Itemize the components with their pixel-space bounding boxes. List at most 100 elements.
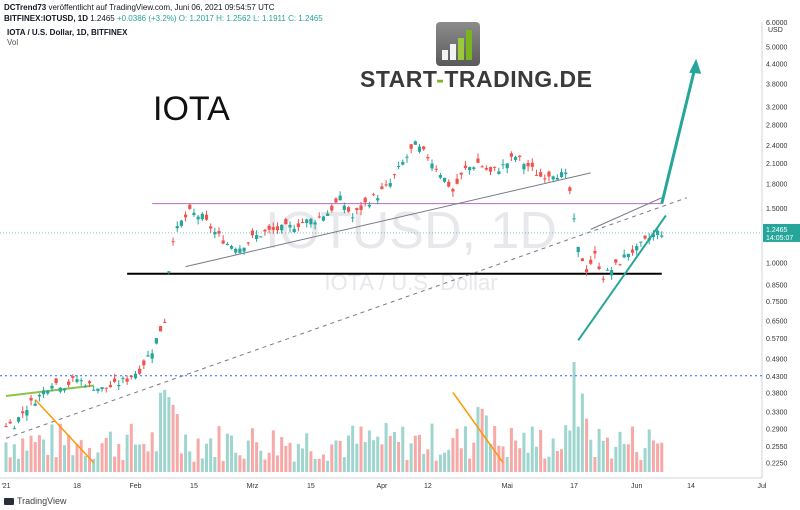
candle-body xyxy=(643,235,647,239)
candle-body xyxy=(275,226,280,231)
volume-bar xyxy=(25,450,29,472)
candle-body xyxy=(392,174,397,176)
volume-bar xyxy=(434,460,438,472)
volume-bar xyxy=(96,452,100,472)
volume-bar xyxy=(401,426,405,472)
candle-body xyxy=(79,380,83,382)
candle-body xyxy=(150,353,154,359)
volume-bar xyxy=(296,443,300,472)
candle-body xyxy=(125,378,129,382)
volume-bar xyxy=(534,446,538,472)
x-tick-label: Jul xyxy=(758,483,767,490)
volume-bar xyxy=(79,440,83,472)
symbol-line: BITFINEX:IOTUSD, 1D 1.2465 +0.0386 (+3.2… xyxy=(4,14,323,23)
x-tick-label: 17 xyxy=(570,483,578,490)
volume-bar xyxy=(601,440,605,472)
volume-bar xyxy=(146,451,150,472)
volume-bar xyxy=(526,452,530,472)
volume-bar xyxy=(618,431,622,472)
candle-body xyxy=(217,231,221,234)
last-price: 1.2465 xyxy=(90,14,115,23)
candle-body xyxy=(326,213,330,216)
y-tick-label: 3.2000 xyxy=(766,104,788,111)
candle-body xyxy=(630,249,635,253)
candle-body xyxy=(133,373,138,379)
volume-bar xyxy=(522,432,526,472)
volume-bar xyxy=(359,426,363,472)
candle-body xyxy=(547,171,551,177)
volume-bar xyxy=(622,444,626,472)
candle-body xyxy=(597,266,601,269)
candle-body xyxy=(305,219,309,224)
x-tick-label: '21 xyxy=(1,483,10,490)
volume-bar xyxy=(326,460,330,472)
down-trend-line-1 xyxy=(34,399,95,464)
volume-bar xyxy=(4,442,8,472)
candle-body xyxy=(651,234,656,238)
volume-bar xyxy=(267,452,271,472)
volume-bar xyxy=(179,453,183,472)
y-tick-label: 6.0000 xyxy=(766,20,788,27)
candle-body xyxy=(463,165,468,169)
volume-bar xyxy=(175,414,179,472)
volume-bar xyxy=(376,436,380,472)
volume-bar xyxy=(246,440,250,472)
x-tick-label: Apr xyxy=(376,483,388,490)
volume-bar xyxy=(133,444,137,472)
volume-bar xyxy=(451,438,455,472)
candle-body xyxy=(626,253,630,258)
candle-body xyxy=(468,167,472,171)
volume-bar xyxy=(468,458,472,472)
volume-bar xyxy=(443,452,447,472)
volume-bar xyxy=(355,443,359,472)
volume-bar xyxy=(163,389,167,472)
volume-bar xyxy=(489,443,493,472)
down-trend-line-2 xyxy=(452,391,504,464)
candle-body xyxy=(522,164,526,170)
volume-bar xyxy=(92,458,96,472)
y-tick-label: 2.4000 xyxy=(766,143,788,150)
candle-body xyxy=(346,207,351,212)
candle-body xyxy=(117,384,121,387)
candle-body xyxy=(158,326,163,332)
candle-body xyxy=(234,248,238,253)
candle-body xyxy=(284,219,288,225)
candle-body xyxy=(334,198,338,203)
candle-body xyxy=(12,428,16,430)
candle-body xyxy=(288,225,292,228)
volume-bar xyxy=(154,451,158,472)
candle-body xyxy=(380,186,384,189)
candle-body xyxy=(267,225,271,230)
volume-bar xyxy=(342,457,346,472)
candle-body xyxy=(543,178,547,180)
early-support-line xyxy=(5,384,94,397)
candle-body xyxy=(601,278,605,280)
wedge-support-line xyxy=(577,214,667,341)
candle-body xyxy=(551,176,555,180)
volume-bar xyxy=(647,429,651,472)
candle-body xyxy=(401,161,405,165)
volume-bar xyxy=(271,430,275,472)
y-tick-label: 0.2900 xyxy=(766,427,788,434)
candle-body xyxy=(100,387,104,390)
volume-label: Vol xyxy=(7,38,19,47)
candle-body xyxy=(129,375,133,378)
x-tick-label: Mrz xyxy=(247,483,259,490)
y-tick-label: 5.0000 xyxy=(766,44,788,51)
candle-body xyxy=(309,218,313,225)
volume-bar xyxy=(380,444,384,472)
candle-body xyxy=(438,175,442,178)
candle-body xyxy=(576,246,580,253)
volume-bar xyxy=(626,444,630,472)
candle-body xyxy=(41,390,46,395)
volume-bar xyxy=(459,448,463,472)
candle-body xyxy=(87,381,92,384)
candle-body xyxy=(296,223,300,228)
volume-bar xyxy=(651,440,655,472)
volume-bar xyxy=(317,458,321,472)
candle-body xyxy=(584,269,589,273)
candle-body xyxy=(54,378,58,384)
volume-bar xyxy=(58,423,62,472)
volume-bar xyxy=(62,445,66,472)
